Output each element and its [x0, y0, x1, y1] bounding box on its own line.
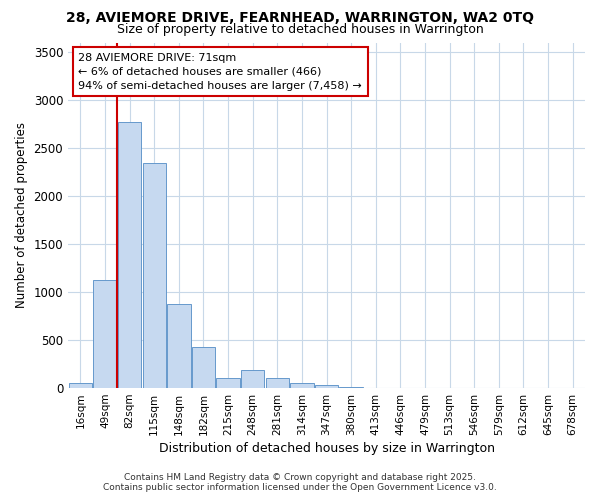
Bar	[167, 304, 191, 388]
Bar	[290, 384, 314, 388]
Y-axis label: Number of detached properties: Number of detached properties	[15, 122, 28, 308]
X-axis label: Distribution of detached houses by size in Warrington: Distribution of detached houses by size …	[158, 442, 494, 455]
Text: 28, AVIEMORE DRIVE, FEARNHEAD, WARRINGTON, WA2 0TQ: 28, AVIEMORE DRIVE, FEARNHEAD, WARRINGTO…	[66, 11, 534, 25]
Text: Size of property relative to detached houses in Warrington: Size of property relative to detached ho…	[116, 22, 484, 36]
Bar	[266, 378, 289, 388]
Bar	[118, 122, 141, 388]
Bar	[217, 378, 240, 388]
Text: 28 AVIEMORE DRIVE: 71sqm
← 6% of detached houses are smaller (466)
94% of semi-d: 28 AVIEMORE DRIVE: 71sqm ← 6% of detache…	[79, 53, 362, 91]
Bar	[143, 164, 166, 388]
Bar	[93, 280, 116, 388]
Bar	[340, 387, 363, 388]
Text: Contains HM Land Registry data © Crown copyright and database right 2025.
Contai: Contains HM Land Registry data © Crown c…	[103, 473, 497, 492]
Bar	[192, 347, 215, 388]
Bar	[241, 370, 265, 388]
Bar	[68, 384, 92, 388]
Bar	[315, 385, 338, 388]
